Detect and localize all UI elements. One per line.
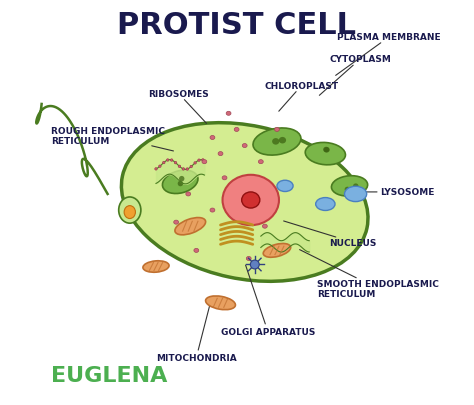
Ellipse shape [182, 168, 184, 171]
Text: ROUGH ENDOPLASMIC
RETICULUM: ROUGH ENDOPLASMIC RETICULUM [51, 126, 173, 151]
Ellipse shape [166, 160, 169, 162]
Ellipse shape [121, 124, 368, 281]
Text: CHLOROPLAST: CHLOROPLAST [265, 81, 339, 112]
Ellipse shape [124, 206, 136, 219]
Ellipse shape [327, 148, 333, 153]
Text: MITOCHONDRIA: MITOCHONDRIA [156, 298, 237, 362]
Ellipse shape [163, 171, 198, 194]
Text: LYSOSOME: LYSOSOME [366, 188, 434, 197]
Ellipse shape [250, 260, 259, 269]
Ellipse shape [263, 244, 291, 258]
Ellipse shape [159, 166, 161, 168]
Ellipse shape [210, 209, 215, 213]
Ellipse shape [258, 160, 263, 164]
Ellipse shape [343, 188, 348, 193]
Text: CYTOPLASM: CYTOPLASM [319, 55, 391, 96]
Ellipse shape [246, 257, 251, 261]
Text: RIBOSOMES: RIBOSOMES [148, 90, 209, 124]
Ellipse shape [202, 159, 204, 162]
Text: PROTIST CELL: PROTIST CELL [117, 11, 356, 40]
Ellipse shape [222, 175, 279, 226]
Text: PLASMA MEMBRANE: PLASMA MEMBRANE [336, 33, 441, 76]
Ellipse shape [279, 137, 286, 144]
Ellipse shape [242, 144, 247, 148]
Ellipse shape [275, 136, 283, 143]
Ellipse shape [222, 176, 227, 180]
Ellipse shape [328, 154, 334, 160]
Ellipse shape [175, 181, 181, 187]
Ellipse shape [175, 218, 206, 235]
Ellipse shape [155, 168, 157, 171]
Ellipse shape [171, 160, 173, 162]
Ellipse shape [218, 152, 223, 156]
Ellipse shape [274, 128, 279, 132]
Ellipse shape [331, 176, 368, 196]
Ellipse shape [263, 225, 267, 229]
Ellipse shape [163, 162, 165, 164]
Ellipse shape [305, 143, 346, 165]
Text: SMOOTH ENDOPLASMIC
RETICULUM: SMOOTH ENDOPLASMIC RETICULUM [300, 250, 439, 298]
Text: NUCLEUS: NUCLEUS [283, 222, 377, 247]
Ellipse shape [194, 249, 199, 253]
Ellipse shape [118, 198, 141, 224]
Ellipse shape [202, 160, 207, 164]
Ellipse shape [198, 160, 200, 162]
Ellipse shape [186, 168, 189, 171]
Ellipse shape [174, 221, 179, 225]
Ellipse shape [178, 166, 181, 168]
Ellipse shape [143, 261, 169, 273]
Text: EUGLENA: EUGLENA [51, 365, 167, 386]
Ellipse shape [194, 162, 196, 165]
Ellipse shape [226, 112, 231, 116]
Text: GOLGI APPARATUS: GOLGI APPARATUS [220, 265, 315, 336]
Ellipse shape [277, 181, 293, 192]
Ellipse shape [348, 180, 354, 185]
Ellipse shape [175, 176, 181, 182]
Ellipse shape [190, 166, 192, 168]
Ellipse shape [174, 162, 177, 164]
Ellipse shape [186, 192, 191, 196]
Ellipse shape [253, 129, 301, 156]
Ellipse shape [242, 192, 260, 209]
Ellipse shape [345, 187, 367, 202]
Ellipse shape [210, 136, 215, 140]
Ellipse shape [206, 296, 236, 310]
Ellipse shape [234, 128, 239, 132]
Ellipse shape [316, 198, 335, 211]
